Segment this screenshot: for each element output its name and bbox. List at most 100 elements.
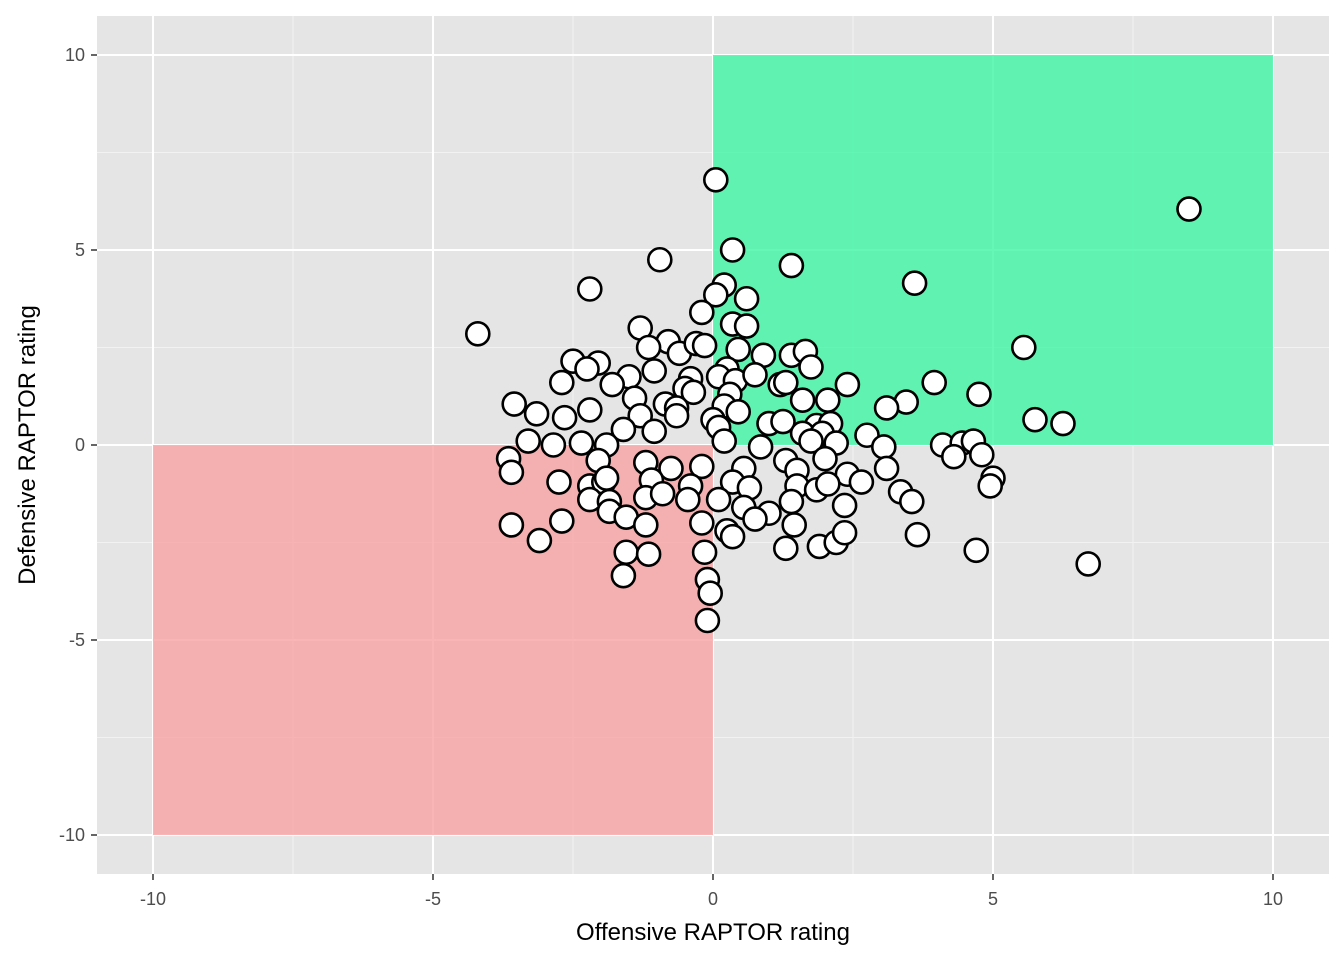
y-axis-title: Defensive RAPTOR rating xyxy=(14,305,41,585)
data-point xyxy=(691,332,718,359)
data-point xyxy=(963,537,990,564)
data-point xyxy=(546,469,572,495)
data-point xyxy=(772,369,799,396)
data-point xyxy=(548,508,575,534)
x-axis: -10 -5 0 5 10 xyxy=(140,874,1283,909)
data-point xyxy=(641,418,668,445)
data-point xyxy=(501,391,528,417)
data-point xyxy=(526,527,553,554)
data-point xyxy=(742,361,768,388)
data-point xyxy=(873,455,900,482)
bad-region xyxy=(153,445,713,835)
data-point xyxy=(674,486,701,513)
data-point xyxy=(733,285,760,312)
data-point xyxy=(870,434,897,460)
data-point xyxy=(789,387,816,413)
data-point xyxy=(646,246,673,273)
data-point xyxy=(1176,196,1202,222)
data-point xyxy=(548,369,575,396)
data-point xyxy=(498,512,525,538)
data-point xyxy=(901,270,928,296)
data-point xyxy=(688,453,715,480)
data-point xyxy=(873,395,900,421)
data-point xyxy=(627,402,654,429)
data-point xyxy=(705,486,732,513)
y-tick-label: -5 xyxy=(69,630,85,650)
data-point xyxy=(610,562,637,589)
data-point xyxy=(814,387,841,413)
data-point xyxy=(812,445,838,472)
data-point xyxy=(649,480,676,507)
data-point xyxy=(904,521,931,548)
data-point xyxy=(610,416,637,443)
data-point xyxy=(814,471,841,497)
data-point xyxy=(781,512,808,538)
data-point xyxy=(747,434,774,460)
data-point xyxy=(742,506,768,532)
x-tick-label: 0 xyxy=(708,889,718,909)
data-point xyxy=(772,535,799,562)
data-point xyxy=(641,358,668,384)
data-point xyxy=(831,519,858,546)
data-point xyxy=(574,356,600,382)
data-point xyxy=(680,379,707,406)
data-point xyxy=(702,282,729,308)
y-tick-label: -10 xyxy=(59,825,85,845)
data-point xyxy=(635,334,662,361)
x-axis-title: Offensive RAPTOR rating xyxy=(576,919,850,946)
data-point xyxy=(778,252,805,279)
data-point xyxy=(568,430,595,456)
y-tick-label: 10 xyxy=(65,45,85,65)
data-point xyxy=(632,512,659,538)
data-point xyxy=(498,459,525,486)
data-point xyxy=(688,510,715,536)
data-point xyxy=(848,469,875,495)
data-point xyxy=(702,167,729,193)
x-tick-label: -5 xyxy=(425,889,441,909)
data-point xyxy=(798,428,824,454)
data-point xyxy=(663,402,690,429)
data-point xyxy=(719,237,746,263)
data-point xyxy=(464,321,491,347)
y-tick-label: 5 xyxy=(75,240,85,260)
data-point xyxy=(921,369,948,396)
data-point xyxy=(711,428,738,454)
data-point xyxy=(831,492,858,519)
data-points xyxy=(464,167,1202,634)
data-point xyxy=(1075,551,1101,577)
data-point xyxy=(1050,410,1076,437)
data-point xyxy=(968,441,995,468)
data-point xyxy=(523,400,550,427)
y-axis: -10 -5 0 5 10 xyxy=(59,45,97,845)
data-point xyxy=(613,539,640,566)
data-point xyxy=(551,404,578,431)
data-point xyxy=(599,371,626,398)
x-tick-label: 10 xyxy=(1263,889,1283,909)
data-point xyxy=(719,523,746,550)
data-point xyxy=(635,541,662,568)
data-point xyxy=(725,399,752,425)
data-point xyxy=(977,473,1004,499)
data-point xyxy=(778,488,805,515)
data-point xyxy=(940,443,967,470)
data-point xyxy=(658,455,684,482)
data-point xyxy=(540,432,567,458)
data-point xyxy=(688,299,715,326)
data-point xyxy=(694,607,721,634)
data-point xyxy=(898,488,925,515)
good-region xyxy=(713,55,1273,445)
data-point xyxy=(1010,334,1037,361)
data-point xyxy=(798,354,824,380)
data-point xyxy=(733,313,760,339)
data-point xyxy=(576,397,603,423)
data-point xyxy=(1022,406,1048,433)
x-tick-label: -10 xyxy=(140,889,166,909)
data-point xyxy=(576,276,603,302)
x-tick-label: 5 xyxy=(988,889,998,909)
data-point xyxy=(593,465,620,491)
data-point xyxy=(697,580,724,607)
data-point xyxy=(691,539,718,566)
y-tick-label: 0 xyxy=(75,435,85,455)
data-point xyxy=(966,381,992,408)
